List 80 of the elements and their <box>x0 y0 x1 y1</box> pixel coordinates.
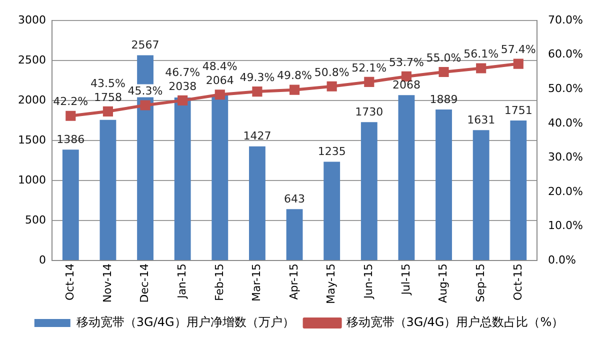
y2-tick-label: 10.0% <box>548 219 584 232</box>
bar <box>436 109 452 260</box>
data-label: 1427 <box>243 130 272 143</box>
legend-label: 移动宽带（3G/4G）用户净增数（万户） <box>76 315 294 330</box>
y-tick-label: 500 <box>24 213 46 226</box>
data-label: 55.0% <box>426 51 462 64</box>
point <box>252 86 262 97</box>
data-label: 56.1% <box>464 48 499 61</box>
data-label: 1386 <box>56 133 85 146</box>
x-tick-label: Apr-15 <box>287 263 300 300</box>
point <box>178 95 188 106</box>
y-tick-label: 1000 <box>18 173 46 186</box>
x-tick-label: May-15 <box>324 263 338 304</box>
point <box>513 58 524 69</box>
x-tick-label: Oct-14 <box>64 263 77 300</box>
data-label: 50.8% <box>314 66 350 79</box>
data-label: 1730 <box>355 106 384 119</box>
data-label: 2038 <box>168 80 197 93</box>
x-tick-label: Aug-15 <box>436 263 450 303</box>
point <box>326 81 337 92</box>
bar <box>398 95 415 260</box>
point <box>214 90 225 100</box>
x-tick-label: Oct-15 <box>511 263 524 300</box>
bar <box>212 95 228 260</box>
data-label: 1751 <box>504 104 532 117</box>
x-tick-label: Jul-15 <box>399 263 412 296</box>
data-label: 53.7% <box>388 56 424 69</box>
y2-tick-label: 50.0% <box>548 82 584 95</box>
point <box>66 110 76 121</box>
data-label: 52.1% <box>352 61 387 74</box>
bar <box>100 120 116 260</box>
legend-label: 移动宽带（3G/4G）用户总数占比（%） <box>346 315 564 330</box>
bar <box>249 146 266 260</box>
data-label: 57.4% <box>500 43 536 56</box>
y2-tick-label: 20.0% <box>548 184 584 198</box>
data-label: 46.7% <box>165 66 200 79</box>
data-label: 1758 <box>94 90 122 104</box>
data-label: 643 <box>284 192 306 206</box>
x-tick-label: Jun-15 <box>362 263 376 300</box>
data-label: 2064 <box>206 74 234 87</box>
y-tick-label: 2500 <box>18 53 46 66</box>
bar <box>360 122 378 260</box>
y2-tick-label: 30.0% <box>548 150 584 164</box>
point <box>140 100 150 110</box>
data-label: 2567 <box>131 38 160 52</box>
point <box>476 63 486 74</box>
x-tick-label: Nov-14 <box>100 263 114 303</box>
bar <box>174 98 191 260</box>
data-label: 2068 <box>392 78 420 92</box>
x-tick-label: Dec-14 <box>138 263 152 303</box>
x-tick-label: Jan-15 <box>175 263 188 300</box>
data-label: 1235 <box>318 145 346 158</box>
data-label: 49.8% <box>277 69 312 82</box>
data-label: 48.4% <box>202 60 238 73</box>
bar <box>62 150 79 260</box>
y2-tick-label: 60.0% <box>548 48 584 61</box>
point <box>289 84 300 95</box>
y-tick-label: 0 <box>38 253 46 266</box>
x-tick-label: Feb-15 <box>212 263 226 301</box>
data-label: 1631 <box>467 113 496 126</box>
point <box>102 106 113 116</box>
y-tick-label: 2000 <box>18 93 46 106</box>
y2-tick-label: 0.0% <box>548 253 576 266</box>
y2-tick-label: 70.0% <box>548 13 584 26</box>
bar <box>286 209 303 260</box>
point <box>364 76 374 87</box>
data-label: 43.5% <box>90 76 126 90</box>
point <box>438 66 449 78</box>
data-label: 42.2% <box>53 95 88 108</box>
x-tick-label: Mar-15 <box>250 263 264 302</box>
data-label: 1889 <box>430 92 458 106</box>
y-tick-label: 3000 <box>18 13 46 26</box>
bar <box>510 120 527 260</box>
data-label: 45.3% <box>128 84 163 98</box>
bar <box>472 130 490 260</box>
x-tick-label: Sep-15 <box>474 263 487 302</box>
data-label: 49.3% <box>240 70 275 84</box>
bar <box>324 162 340 260</box>
y-tick-label: 1500 <box>18 133 46 146</box>
y2-tick-label: 40.0% <box>548 116 584 130</box>
